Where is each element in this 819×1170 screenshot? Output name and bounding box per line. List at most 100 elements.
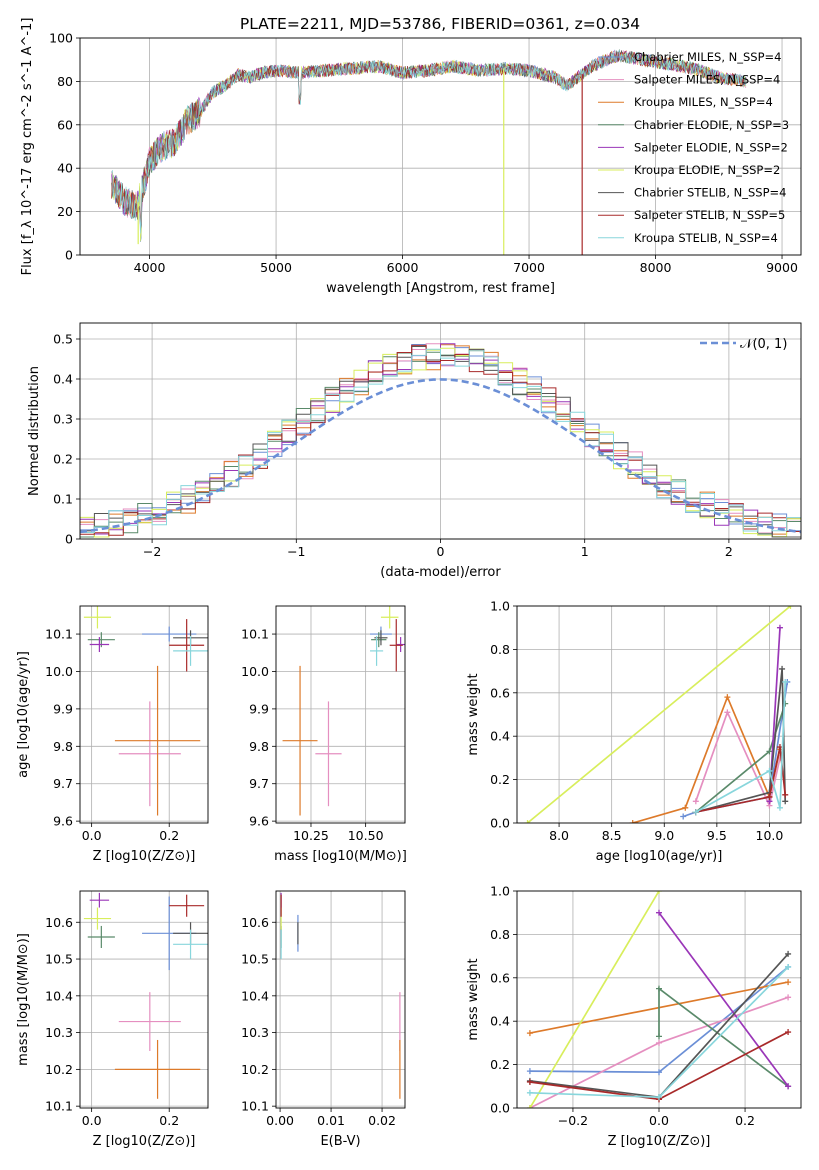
axes-frame — [275, 890, 406, 1109]
y-axis-label: Flux [f_λ 10^-17 erg cm^-2 s^-1 A^-1] — [20, 18, 35, 276]
axes-residuals: −2 −1 0 1 2 0 0.1 0.2 0.3 0.4 0.5 (data-model)/erro… — [27, 322, 802, 580]
x-tick-label: 0.0 — [649, 1113, 669, 1128]
weight-line — [529, 891, 660, 1108]
x-tick-label: 9.5 — [707, 828, 727, 843]
y-tick-label: 10.5 — [45, 952, 73, 967]
axes-frame — [79, 322, 802, 540]
axes-weight-vs-age: 8.0 8.5 9.0 9.5 10.0 0.0 0.2 0.4 0.6 0.8 1.0 age [l… — [466, 599, 802, 864]
y-tick-label: 60 — [57, 117, 73, 132]
y-tick-label: 0.8 — [490, 927, 510, 942]
weight-marker — [779, 665, 786, 672]
x-tick-label: −1 — [287, 544, 305, 559]
x-tick-label: 0 — [437, 544, 445, 559]
weight-marker — [656, 1033, 662, 1040]
weight-marker — [526, 1078, 533, 1085]
y-tick-label: 9.7 — [249, 776, 269, 791]
axes-frame — [275, 605, 406, 824]
x-tick-label: 8000 — [640, 260, 672, 275]
x-tick-label: 0.2 — [159, 1113, 179, 1128]
legend-entry: Kroupa STELIB, N_SSP=4 — [634, 231, 778, 245]
y-tick-label: 0.8 — [490, 642, 510, 657]
y-tick-label: 40 — [57, 161, 73, 176]
figure-title: PLATE=2211, MJD=53786, FIBERID=0361, z=0… — [240, 15, 640, 33]
y-tick-label: 9.8 — [249, 739, 269, 754]
x-tick-label: 10.25 — [293, 828, 329, 843]
x-axis-label: (data-model)/error — [380, 565, 501, 580]
legend-entry: Chabrier STELIB, N_SSP=4 — [634, 186, 786, 200]
weight-marker — [656, 891, 662, 894]
weight-marker — [526, 1030, 533, 1037]
y-tick-label: 1.0 — [490, 884, 510, 899]
y-tick-label: 9.8 — [53, 739, 73, 754]
axes-weight-vs-Z: −0.2 0.0 0.2 0.0 0.2 0.4 0.6 0.8 1.0 Z [log10(Z/Z… — [466, 884, 802, 1149]
y-tick-label: 9.9 — [53, 701, 73, 716]
plot-area-mass-vs-ebv — [280, 892, 401, 1099]
weight-marker — [724, 709, 731, 716]
weight-marker — [787, 606, 794, 609]
plot-area-age-vs-mass — [282, 606, 405, 816]
y-tick-label: 10.1 — [241, 1099, 269, 1114]
x-tick-label: 0.00 — [266, 1113, 294, 1128]
y-tick-label: 0.6 — [490, 970, 510, 985]
y-tick-label: 10.1 — [241, 627, 269, 642]
weight-marker — [782, 678, 789, 685]
plot-area-spectrum — [111, 49, 747, 255]
weight-marker — [785, 994, 792, 1001]
weight-marker — [724, 694, 731, 701]
spectrum-line — [111, 49, 747, 234]
x-tick-label: 7000 — [513, 260, 545, 275]
weight-marker — [656, 1069, 662, 1076]
x-tick-label: 0.2 — [735, 1113, 755, 1128]
x-axis-label: wavelength [Angstrom, rest frame] — [326, 281, 555, 296]
x-tick-label: 0.02 — [368, 1113, 396, 1128]
weight-marker — [526, 1105, 533, 1108]
weight-line — [695, 681, 787, 813]
x-tick-label: −0.2 — [558, 1113, 588, 1128]
x-axis-label: Z [log10(Z/Z⊙)] — [608, 1134, 711, 1149]
legend-entry: Chabrier ELODIE, N_SSP=3 — [634, 118, 789, 132]
y-tick-label: 0.0 — [490, 816, 510, 831]
y-tick-label: 0.2 — [490, 772, 510, 787]
y-tick-label: 10.2 — [241, 1062, 269, 1077]
weight-marker — [680, 813, 687, 820]
y-tick-label: 9.6 — [249, 814, 269, 829]
weight-marker — [782, 791, 789, 798]
weight-marker — [656, 909, 662, 916]
x-tick-label: 8.0 — [549, 828, 569, 843]
x-tick-label: 5000 — [260, 260, 292, 275]
y-tick-label: 10.3 — [45, 1025, 73, 1040]
plot-area-weight-vs-Z — [526, 891, 792, 1108]
axes-age-vs-Z: 0.0 0.2 9.6 9.7 9.8 9.9 10.0 10.1 Z [log10(Z/Z⊙)… — [16, 605, 209, 864]
x-axis-label: age [log10(age/yr)] — [596, 849, 723, 864]
weight-marker — [776, 624, 783, 631]
y-tick-label: 100 — [49, 31, 73, 46]
axes-frame — [79, 605, 209, 824]
y-tick-label: 0 — [65, 532, 73, 547]
weight-marker — [766, 793, 773, 800]
y-tick-label: 0.5 — [53, 332, 73, 347]
weight-marker — [785, 963, 792, 970]
y-tick-label: 0.3 — [53, 412, 73, 427]
plot-layer: 4000 5000 6000 7000 8000 9000020406080100wave… — [16, 18, 802, 1149]
weight-marker — [692, 809, 699, 816]
legend-entry: Salpeter ELODIE, N_SSP=2 — [634, 140, 788, 154]
legend-entry: Kroupa ELODIE, N_SSP=2 — [634, 163, 780, 177]
weight-marker — [766, 767, 773, 774]
weight-line — [526, 606, 792, 823]
weight-marker — [776, 804, 783, 811]
y-tick-label: 80 — [57, 74, 73, 89]
legend-entry: Salpeter MILES, N_SSP=4 — [634, 73, 780, 87]
y-tick-label: 0.6 — [490, 685, 510, 700]
legend-entry: Kroupa MILES, N_SSP=4 — [634, 95, 773, 109]
weight-marker — [766, 748, 773, 755]
weight-marker — [785, 950, 792, 957]
axes-spectrum: 4000 5000 6000 7000 8000 9000 0 20 40 60 80 100 wave… — [20, 18, 802, 296]
legend-entry: Salpeter STELIB, N_SSP=5 — [634, 208, 785, 222]
x-tick-label: 0.01 — [317, 1113, 345, 1128]
legend-entry: 𝒩(0, 1) — [740, 337, 787, 352]
y-tick-label: 9.7 — [53, 776, 73, 791]
y-tick-label: 10.1 — [45, 627, 73, 642]
histogram-series — [80, 348, 801, 533]
y-tick-label: 10.3 — [241, 1025, 269, 1040]
